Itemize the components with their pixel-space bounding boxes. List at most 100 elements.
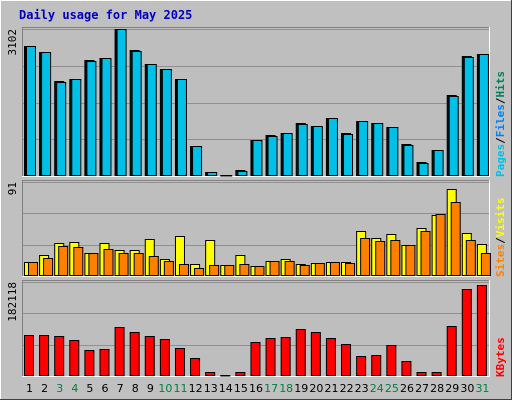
bar-sites-day-28 xyxy=(435,214,446,276)
x-tick-label: 26 xyxy=(400,382,414,395)
bar-kbytes-day-7 xyxy=(114,327,125,376)
bar-sites-day-17 xyxy=(269,261,280,276)
x-tick-label: 21 xyxy=(324,382,338,395)
bar-sites-day-23 xyxy=(360,238,371,276)
chart-title: Daily usage for May 2025 xyxy=(19,8,192,22)
legend-visits-sites: Sites/Visits xyxy=(494,198,507,278)
bar-kbytes-day-1 xyxy=(24,335,34,376)
bar-pages-day-10 xyxy=(161,69,172,176)
x-tick-label: 6 xyxy=(102,382,109,395)
bar-kbytes-day-26 xyxy=(401,361,412,376)
bar-sites-day-22 xyxy=(345,263,356,276)
x-tick-label: 23 xyxy=(355,382,369,395)
legend-hits-files-pages: Pages/Files/Hits xyxy=(494,71,507,177)
bar-pages-day-9 xyxy=(146,64,157,176)
bar-pages-day-1 xyxy=(26,46,36,176)
bar-sites-day-12 xyxy=(194,268,205,276)
bar-sites-day-20 xyxy=(314,263,325,276)
bar-kbytes-day-16 xyxy=(250,342,261,376)
bar-kbytes-day-3 xyxy=(54,336,65,376)
bar-kbytes-day-13 xyxy=(205,372,216,376)
bar-pages-day-17 xyxy=(267,136,278,176)
bar-pages-day-16 xyxy=(252,140,263,176)
bar-kbytes-day-12 xyxy=(190,358,201,376)
bar-pages-day-19 xyxy=(297,124,308,176)
x-tick-label: 14 xyxy=(219,382,233,395)
x-tick-label: 10 xyxy=(158,382,172,395)
bar-kbytes-day-31 xyxy=(476,285,487,376)
bar-sites-day-5 xyxy=(88,253,99,276)
legend-item-files: Files xyxy=(494,104,507,137)
x-tick-label: 28 xyxy=(430,382,444,395)
x-tick-label: 8 xyxy=(132,382,139,395)
bar-sites-day-6 xyxy=(103,249,114,276)
bar-pages-day-23 xyxy=(358,121,369,176)
bar-pages-day-26 xyxy=(403,145,414,176)
bar-sites-day-29 xyxy=(450,202,461,276)
x-tick-label: 30 xyxy=(460,382,474,395)
x-tick-label: 13 xyxy=(204,382,218,395)
bar-pages-day-5 xyxy=(86,61,97,176)
x-axis-day-labels: 1 2 3 4 5 6 7 8 9 10 11 12 13 14 15 16 17 18 19 20 21 22 23 24 2… xyxy=(26,382,489,395)
bar-pages-day-21 xyxy=(327,118,338,176)
bar-kbytes-day-14 xyxy=(220,375,231,377)
x-tick-label: 9 xyxy=(147,382,154,395)
y-max-label: 182118 xyxy=(6,282,19,322)
bar-kbytes-day-10 xyxy=(159,339,170,376)
legend-item-kbytes: KBytes xyxy=(494,337,507,377)
bar-pages-day-12 xyxy=(192,146,203,176)
legend-item-sites: Sites xyxy=(494,244,507,277)
bar-kbytes-day-11 xyxy=(174,348,185,376)
bar-pages-day-20 xyxy=(312,126,323,176)
bar-pages-day-3 xyxy=(56,82,67,176)
legend-item-hits: Hits xyxy=(494,71,507,98)
bar-kbytes-day-17 xyxy=(265,338,276,376)
bar-kbytes-day-8 xyxy=(129,332,140,376)
bar-pages-day-30 xyxy=(463,57,474,176)
x-tick-label: 5 xyxy=(86,382,93,395)
bar-kbytes-day-28 xyxy=(431,372,442,376)
bars-kbytes xyxy=(24,285,487,377)
bar-pages-day-27 xyxy=(418,163,429,176)
bar-sites-day-13 xyxy=(209,265,220,276)
x-tick-label: 31 xyxy=(475,382,489,395)
bar-kbytes-day-30 xyxy=(461,289,472,376)
bar-kbytes-day-9 xyxy=(144,336,155,376)
bars-visits-sites xyxy=(24,189,491,276)
bar-sites-day-11 xyxy=(178,264,189,276)
x-tick-label: 19 xyxy=(294,382,308,395)
x-tick-label: 22 xyxy=(340,382,354,395)
panel-kbytes: 182118 KBytes xyxy=(6,280,507,377)
bar-kbytes-day-18 xyxy=(280,337,291,376)
bar-kbytes-day-15 xyxy=(235,372,246,376)
bar-kbytes-day-4 xyxy=(69,340,80,376)
x-tick-label: 18 xyxy=(279,382,293,395)
bar-kbytes-day-20 xyxy=(310,332,321,376)
bar-sites-day-25 xyxy=(390,240,401,276)
x-tick-label: 20 xyxy=(309,382,323,395)
bar-sites-day-4 xyxy=(73,247,84,276)
bar-sites-day-31 xyxy=(480,253,491,276)
x-tick-label: 11 xyxy=(174,382,188,395)
x-tick-label: 15 xyxy=(234,382,248,395)
bar-sites-day-26 xyxy=(405,245,416,276)
bar-pages-day-15 xyxy=(237,171,248,176)
bar-pages-day-29 xyxy=(448,96,459,176)
x-tick-label: 17 xyxy=(264,382,278,395)
bar-sites-day-24 xyxy=(375,241,386,276)
bar-sites-day-14 xyxy=(224,265,235,276)
x-tick-label: 29 xyxy=(445,382,459,395)
bar-pages-day-11 xyxy=(176,79,187,176)
bar-sites-day-3 xyxy=(58,246,69,276)
legend-separator: / xyxy=(494,237,507,244)
x-tick-label: 27 xyxy=(415,382,429,395)
x-tick-label: 4 xyxy=(71,382,78,395)
bar-sites-day-10 xyxy=(163,261,174,276)
bar-sites-day-1 xyxy=(28,262,38,276)
x-tick-label: 12 xyxy=(189,382,203,395)
bar-sites-day-8 xyxy=(133,253,144,276)
bars-hits-files-pages xyxy=(24,29,489,177)
